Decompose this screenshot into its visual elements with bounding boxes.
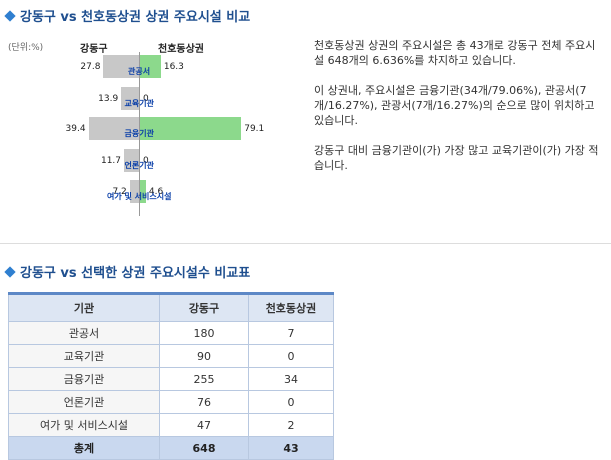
value-label-left-4: 7.2 (112, 187, 127, 197)
facility-count-table: 기관 강동구 천호동상권 관공서 180 7 교육기관 90 0 금융기관 25… (8, 292, 334, 460)
legend-left: 강동구 (80, 44, 108, 55)
table-cell: 76 (159, 390, 249, 414)
description-paragraph-3: 강동구 대비 금융기관이(가) 가장 많고 교육기관이(가) 가장 적습니다. (314, 144, 599, 172)
column-header: 강동구 (159, 293, 249, 322)
unit-label: (단위:%) (8, 43, 44, 53)
facility-comparison-chart: 강동구 천호동상권 27.8 16.3 관공서 13.9 0 교육기관 39.4 79.1 금융… (0, 0, 300, 240)
table-cell: 43 (248, 436, 334, 460)
category-label-1: 교육기관 (124, 99, 154, 108)
table-cell: 금융기관 (8, 367, 160, 391)
value-label-right-3: 0 (143, 156, 149, 166)
table-cell: 90 (159, 344, 249, 368)
section-divider (0, 243, 611, 244)
value-label-right-1: 0 (143, 94, 149, 104)
section-title-comparison: 강동구 vs 천호동상권 상권 주요시설 비교 (4, 6, 250, 25)
category-label-0: 관공서 (128, 67, 151, 76)
description-panel: 천호동상권 상권의 주요시설은 총 43개로 강동구 전체 주요시설 648개의… (314, 38, 604, 188)
value-label-right-4: 4.6 (148, 187, 164, 197)
table-cell: 0 (248, 390, 334, 414)
table-row: 관공서 180 7 (8, 321, 334, 345)
table-cell: 180 (159, 321, 249, 345)
category-label-3: 언론기관 (124, 161, 154, 170)
table-cell: 47 (159, 413, 249, 437)
category-label-2: 금융기관 (124, 129, 154, 138)
table-total-row: 총계 648 43 (8, 436, 334, 460)
table-cell: 7 (248, 321, 334, 345)
bar-right-4 (140, 180, 146, 203)
table-row: 언론기관 76 0 (8, 390, 334, 414)
table-cell: 648 (159, 436, 249, 460)
diamond-bullet-icon (4, 266, 16, 278)
bar-left-4 (129, 180, 139, 203)
bar-left-1 (121, 87, 139, 110)
bar-left-2 (88, 117, 139, 140)
description-paragraph-2: 이 상권내, 주요시설은 금융기관(34개/79.06%), 관공서(7개/16… (314, 84, 595, 127)
column-header: 천호동상권 (248, 293, 334, 322)
table-row: 교육기관 90 0 (8, 344, 334, 368)
value-label-left-2: 39.4 (65, 124, 86, 134)
column-header: 기관 (8, 293, 160, 322)
table-row: 금융기관 255 34 (8, 367, 334, 391)
bar-right-2 (140, 117, 242, 140)
table-cell: 여가 및 서비스시설 (8, 413, 160, 437)
table-cell: 2 (248, 413, 334, 437)
table-row: 여가 및 서비스시설 47 2 (8, 413, 334, 437)
table-cell: 관공서 (8, 321, 160, 345)
value-label-left-0: 27.8 (80, 62, 101, 72)
value-label-left-3: 11.7 (100, 156, 122, 166)
table-cell: 0 (248, 344, 334, 368)
value-label-right-0: 16.3 (163, 62, 184, 72)
table-cell: 34 (248, 367, 334, 391)
table-cell: 255 (159, 367, 249, 391)
table-cell: 교육기관 (8, 344, 160, 368)
table-header-row: 기관 강동구 천호동상권 (8, 293, 334, 322)
section-title-table: 강동구 vs 선택한 상권 주요시설수 비교표 (4, 262, 250, 281)
value-label-right-2: 79.1 (244, 124, 265, 134)
value-label-left-1: 13.9 (98, 94, 119, 104)
table-cell: 총계 (8, 436, 160, 460)
description-paragraph-1: 천호동상권 상권의 주요시설은 총 43개로 강동구 전체 주요시설 648개의… (314, 39, 596, 67)
bar-right-0 (140, 55, 161, 78)
legend-right: 천호동상권 (158, 44, 204, 55)
bar-left-3 (124, 149, 139, 172)
table-cell: 언론기관 (8, 390, 160, 414)
category-label-4: 여가 및 서비스시설 (107, 192, 172, 201)
chart-axis (139, 52, 140, 216)
bar-left-0 (103, 55, 139, 78)
